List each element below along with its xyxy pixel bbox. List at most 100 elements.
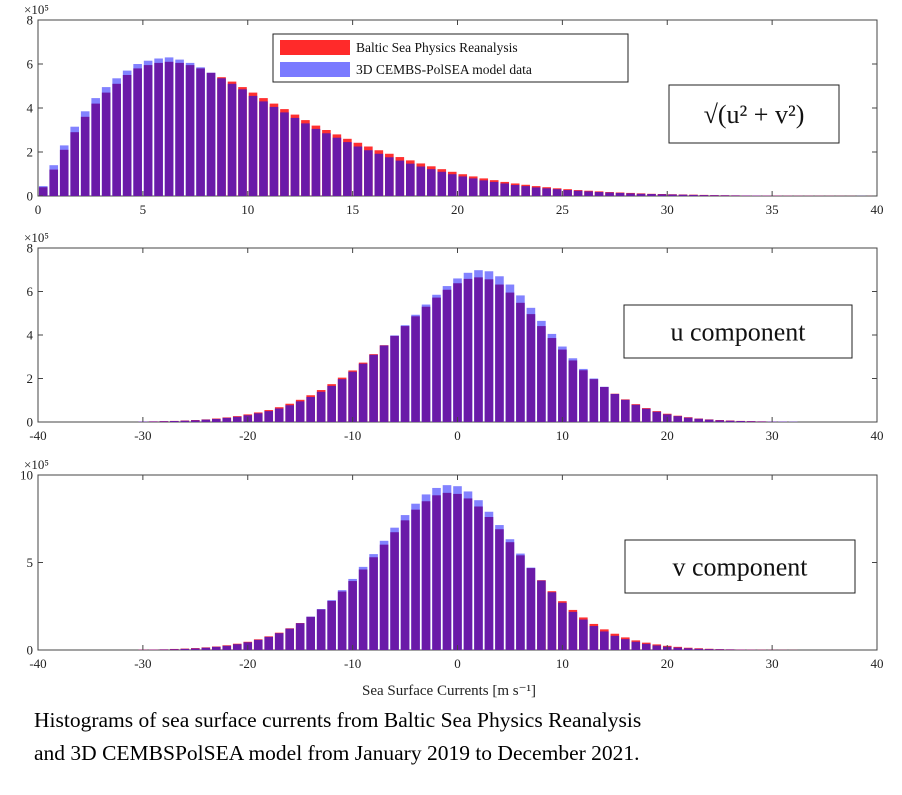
bar-overlap <box>458 176 468 196</box>
bar-overlap <box>468 178 478 196</box>
bar-overlap <box>516 302 525 422</box>
bar-overlap <box>547 592 557 650</box>
bar-overlap <box>731 195 740 196</box>
x-tick-label: -10 <box>344 428 361 443</box>
bar-overlap <box>426 169 436 196</box>
bar-overlap <box>673 416 683 422</box>
bar-overlap <box>175 62 184 197</box>
bar-overlap <box>641 643 651 650</box>
bar-overlap <box>80 116 90 196</box>
bar-overlap <box>322 133 331 196</box>
bar-overlap <box>191 420 200 422</box>
bar-overlap <box>369 354 378 422</box>
bar-overlap <box>348 581 357 650</box>
bar-overlap <box>442 492 452 650</box>
bar-overlap <box>180 648 190 650</box>
x-tick-label: -30 <box>134 656 151 671</box>
x-tick-label: 0 <box>454 656 461 671</box>
bar-overlap <box>227 83 237 196</box>
bar-overlap <box>264 411 274 422</box>
bar-overlap <box>238 89 247 196</box>
bar-overlap <box>180 420 190 422</box>
caption-line-1: Histograms of sea surface currents from … <box>34 708 642 732</box>
legend-label: 3D CEMBS-PolSEA model data <box>356 62 532 77</box>
y-tick-label: 6 <box>27 57 34 72</box>
bar-overlap <box>432 297 441 422</box>
bar-overlap <box>316 609 326 650</box>
bar-overlap <box>390 532 399 650</box>
bar-overlap <box>201 647 211 650</box>
bar-overlap <box>274 408 284 422</box>
bar-overlap <box>295 623 305 650</box>
y-tick-label: 4 <box>27 101 34 116</box>
y-tick-label: 0 <box>27 189 34 204</box>
bar-overlap <box>374 153 384 196</box>
bar-overlap <box>364 150 373 196</box>
bar-overlap <box>159 421 169 422</box>
bar-overlap <box>280 112 289 196</box>
bar-overlap <box>149 421 158 422</box>
bar-overlap <box>358 363 368 422</box>
bar-overlap <box>568 611 578 650</box>
bar-overlap <box>657 194 667 196</box>
bar-overlap <box>647 194 656 196</box>
bar-overlap <box>316 391 326 422</box>
bar-overlap <box>285 405 294 422</box>
bar-overlap <box>725 649 735 650</box>
bar-overlap <box>526 314 536 422</box>
y-tick-label: 5 <box>27 555 34 570</box>
bar-overlap <box>327 385 336 422</box>
legend-swatch <box>280 62 350 77</box>
x-tick-label: 0 <box>35 202 42 217</box>
bar-overlap <box>253 413 263 422</box>
bar-overlap <box>253 639 263 650</box>
bar-overlap <box>715 649 724 650</box>
bar-overlap <box>474 277 483 422</box>
bar-overlap <box>484 279 494 422</box>
x-tick-label: -20 <box>239 656 256 671</box>
bar-overlap <box>274 633 284 650</box>
bar-overlap <box>232 416 242 422</box>
bar-overlap <box>725 420 735 422</box>
bar-overlap <box>416 166 426 196</box>
bar-overlap <box>505 292 515 422</box>
bar-overlap <box>531 187 541 196</box>
bar-overlap <box>453 493 462 650</box>
bar-overlap <box>311 128 321 196</box>
bar-overlap <box>400 326 410 422</box>
panel-label-box <box>624 539 856 594</box>
panel-label-box <box>668 84 840 144</box>
bar-overlap <box>579 619 588 650</box>
bar-overlap <box>600 631 609 650</box>
bar-overlap <box>573 190 583 196</box>
panel-label: v component <box>672 553 808 582</box>
bar-overlap <box>479 180 489 196</box>
bar-overlap <box>201 419 211 422</box>
x-tick-label: 25 <box>556 202 569 217</box>
bar-overlap <box>206 72 216 196</box>
bar-overlap <box>327 601 336 650</box>
bars <box>38 57 877 197</box>
bar-overlap <box>395 160 405 196</box>
bar-overlap <box>694 648 704 650</box>
bar-overlap <box>521 186 530 196</box>
bar-overlap <box>636 193 646 196</box>
bar-overlap <box>332 137 342 196</box>
bar-overlap <box>101 92 111 196</box>
bar-overlap <box>400 520 410 650</box>
bar-overlap <box>432 495 441 650</box>
x-tick-label: 10 <box>241 202 254 217</box>
x-tick-label: 20 <box>451 202 464 217</box>
bar-overlap <box>217 78 226 196</box>
y-tick-label: 0 <box>27 643 34 658</box>
bar-overlap <box>484 517 494 650</box>
x-tick-label: 35 <box>766 202 779 217</box>
bar-overlap <box>626 193 635 196</box>
bar-overlap <box>49 169 59 196</box>
bar-overlap <box>164 61 174 196</box>
bar-overlap <box>678 194 688 196</box>
bar-overlap <box>453 283 462 422</box>
y-multiplier: ×10⁵ <box>24 230 49 245</box>
x-tick-label: -40 <box>29 428 46 443</box>
